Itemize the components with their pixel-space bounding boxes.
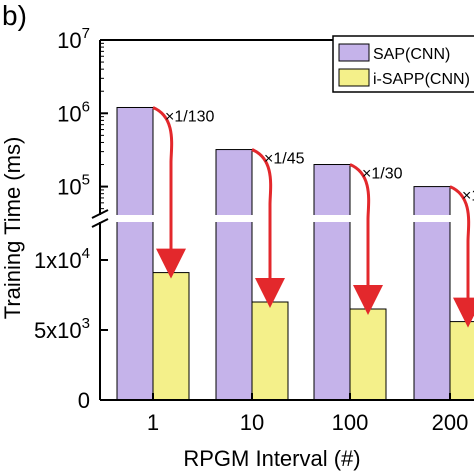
legend-label: SAP(CNN) (373, 46, 450, 63)
legend-label: i-SAPP(CNN) (373, 71, 470, 88)
reduction-arrow (251, 148, 285, 308)
bar-isappcnn-1 (152, 272, 190, 401)
ratio-label: ×1/45 (264, 151, 305, 168)
legend-swatch (338, 43, 370, 62)
axis-break-mark (91, 218, 109, 228)
x-tick-label: 200 (432, 410, 469, 435)
legend-swatch (338, 68, 370, 87)
bar-isappcnn-100 (349, 308, 387, 401)
y-tick-label: 105 (57, 172, 90, 200)
y-tick-label: 1x104 (34, 245, 90, 273)
reduction-arrows: ×1/130 ×1/45 ×1/30 ×1/ (152, 106, 474, 328)
ratio-label: ×1/130 (165, 108, 214, 125)
ratio-label: ×1/30 (362, 166, 403, 183)
bars-group (116, 106, 474, 401)
axis-break-band (88, 215, 474, 222)
x-ticks: 1 10 100 200 (147, 393, 468, 435)
y-axis-label: Training Time (ms) (0, 137, 25, 320)
reduction-arrow (152, 106, 186, 279)
x-tick-label: 10 (240, 410, 264, 435)
bar-isappcnn-200 (449, 321, 474, 401)
legend: SAP(CNN) i-SAPP(CNN) (332, 35, 474, 93)
y-tick-label: 107 (57, 25, 90, 53)
reduction-arrow (349, 163, 383, 315)
x-axis-label: RPGM Interval (#) (183, 446, 360, 471)
bar-sapcnn-200 (413, 186, 451, 401)
x-tick-label: 100 (332, 410, 369, 435)
reduction-arrow (449, 185, 474, 328)
y-tick-label: 5x103 (34, 315, 90, 343)
bar-sapcnn-100 (313, 164, 351, 401)
bar-sapcnn-10 (215, 149, 253, 401)
y-tick-label: 0 (78, 388, 90, 413)
ratio-label: ×1/ (462, 188, 474, 205)
y-ticks: 0 5x103 1x104 105 106 107 (34, 25, 108, 413)
panel-label: b) (2, 0, 27, 31)
x-tick-label: 1 (147, 410, 159, 435)
axis-break (88, 209, 474, 228)
axis-break-mark (91, 209, 109, 219)
bar-isappcnn-10 (251, 301, 289, 401)
bar-sapcnn-1 (116, 106, 154, 401)
y-tick-label: 106 (57, 98, 90, 126)
